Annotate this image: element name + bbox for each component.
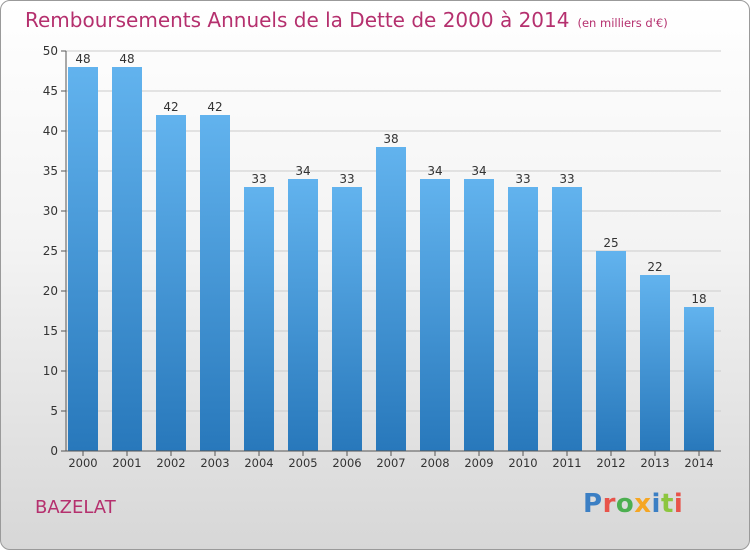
bar-value-label: 18: [691, 292, 706, 306]
bar: [596, 251, 626, 451]
bar: [200, 115, 230, 451]
x-tick-label: 2001: [112, 456, 141, 470]
y-tick-label: 30: [43, 204, 58, 218]
bar: [244, 187, 274, 451]
y-tick-label: 45: [43, 84, 58, 98]
x-tick-label: 2006: [332, 456, 361, 470]
x-tick-label: 2008: [420, 456, 449, 470]
y-tick-label: 0: [50, 444, 58, 458]
x-tick-label: 2014: [684, 456, 713, 470]
bar-value-label: 34: [471, 164, 486, 178]
proxiti-logo[interactable]: Proxiti: [583, 489, 683, 519]
x-tick-label: 2007: [376, 456, 405, 470]
y-tick-label: 40: [43, 124, 58, 138]
x-tick-label: 2003: [200, 456, 229, 470]
y-tick-label: 10: [43, 364, 58, 378]
logo-letter: i: [651, 489, 661, 519]
bar: [464, 179, 494, 451]
bar: [332, 187, 362, 451]
chart-unit: (en milliers d'€): [577, 16, 668, 30]
title-row: Remboursements Annuels de la Dette de 20…: [25, 8, 668, 32]
bar-value-label: 34: [295, 164, 310, 178]
bar-value-label: 42: [207, 100, 222, 114]
commune-name: BAZELAT: [35, 497, 116, 518]
logo-letter: x: [634, 489, 652, 519]
logo-letter: i: [673, 489, 684, 519]
bar-value-label: 48: [75, 52, 90, 66]
chart-title: Remboursements Annuels de la Dette de 20…: [25, 8, 570, 32]
y-tick-label: 15: [43, 324, 58, 338]
x-tick-label: 2002: [156, 456, 185, 470]
logo-letter: P: [583, 489, 603, 519]
bar-value-label: 42: [163, 100, 178, 114]
bar-value-label: 33: [559, 172, 574, 186]
bar: [68, 67, 98, 451]
bar-value-label: 38: [383, 132, 398, 146]
bar-value-label: 48: [119, 52, 134, 66]
bar-value-label: 22: [647, 260, 662, 274]
bar: [684, 307, 714, 451]
x-tick-label: 2012: [596, 456, 625, 470]
bar-value-label: 33: [515, 172, 530, 186]
x-tick-label: 2005: [288, 456, 317, 470]
x-tick-label: 2009: [464, 456, 493, 470]
bar: [420, 179, 450, 451]
bar: [112, 67, 142, 451]
bar: [156, 115, 186, 451]
bar: [508, 187, 538, 451]
y-tick-label: 20: [43, 284, 58, 298]
x-tick-label: 2013: [640, 456, 669, 470]
bar: [376, 147, 406, 451]
bar: [640, 275, 670, 451]
bar-value-label: 25: [603, 236, 618, 250]
bar: [552, 187, 582, 451]
logo-letter: o: [615, 489, 635, 519]
bar-value-label: 33: [251, 172, 266, 186]
y-tick-label: 5: [50, 404, 58, 418]
x-tick-label: 2010: [508, 456, 537, 470]
bar: [288, 179, 318, 451]
y-tick-label: 25: [43, 244, 58, 258]
x-tick-label: 2011: [552, 456, 581, 470]
x-tick-label: 2004: [244, 456, 273, 470]
logo-letter: r: [602, 489, 616, 519]
y-tick-label: 50: [43, 44, 58, 58]
y-tick-label: 35: [43, 164, 58, 178]
logo-letter: t: [660, 489, 674, 519]
bar-value-label: 34: [427, 164, 442, 178]
x-tick-label: 2000: [68, 456, 97, 470]
bar-value-label: 33: [339, 172, 354, 186]
